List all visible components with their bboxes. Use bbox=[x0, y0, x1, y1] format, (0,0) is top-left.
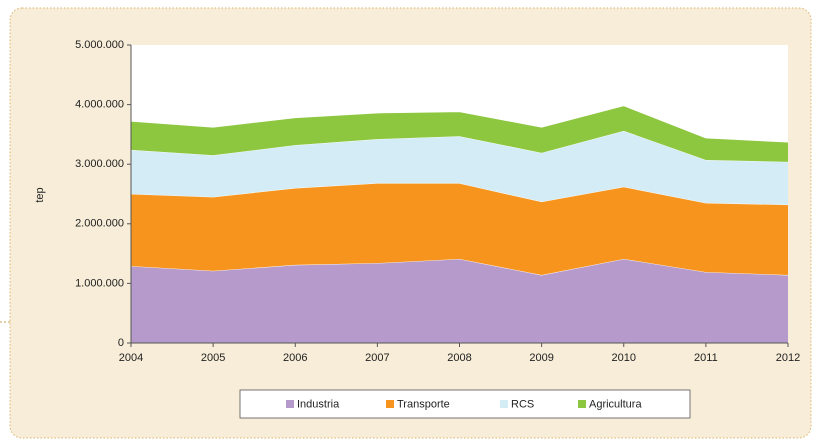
legend-label: Agricultura bbox=[589, 398, 642, 410]
x-tick-label: 2010 bbox=[612, 352, 636, 364]
area bbox=[131, 105, 788, 162]
x-tick-label: 2007 bbox=[365, 352, 389, 364]
legend-label: RCS bbox=[511, 398, 534, 410]
y-tick-label: 0 bbox=[118, 337, 124, 349]
y-axis-label: tep bbox=[34, 187, 46, 202]
legend-swatch bbox=[286, 400, 294, 408]
area bbox=[131, 183, 788, 276]
legend-swatch bbox=[386, 400, 394, 408]
legend bbox=[239, 389, 691, 419]
legend-swatch bbox=[500, 400, 508, 408]
legend-label: Transporte bbox=[397, 398, 450, 410]
area-edge bbox=[130, 105, 789, 143]
y-tick-label: 5.000.000 bbox=[75, 39, 124, 51]
y-tick-label: 1.000.000 bbox=[75, 277, 124, 289]
area bbox=[131, 130, 788, 205]
y-tick-label: 3.000.000 bbox=[75, 158, 124, 170]
x-tick-label: 2011 bbox=[694, 352, 718, 364]
x-tick-label: 2004 bbox=[119, 352, 143, 364]
x-tick-label: 2012 bbox=[776, 352, 800, 364]
y-tick-label: 4.000.000 bbox=[75, 99, 124, 111]
area bbox=[131, 258, 788, 343]
x-tick-label: 2005 bbox=[201, 352, 225, 364]
x-tick-label: 2006 bbox=[283, 352, 307, 364]
legend-label: Industria bbox=[297, 398, 340, 410]
legend-swatch bbox=[578, 400, 586, 408]
y-tick-label: 2.000.000 bbox=[75, 218, 124, 230]
x-tick-label: 2009 bbox=[529, 352, 553, 364]
x-tick-label: 2008 bbox=[447, 352, 471, 364]
